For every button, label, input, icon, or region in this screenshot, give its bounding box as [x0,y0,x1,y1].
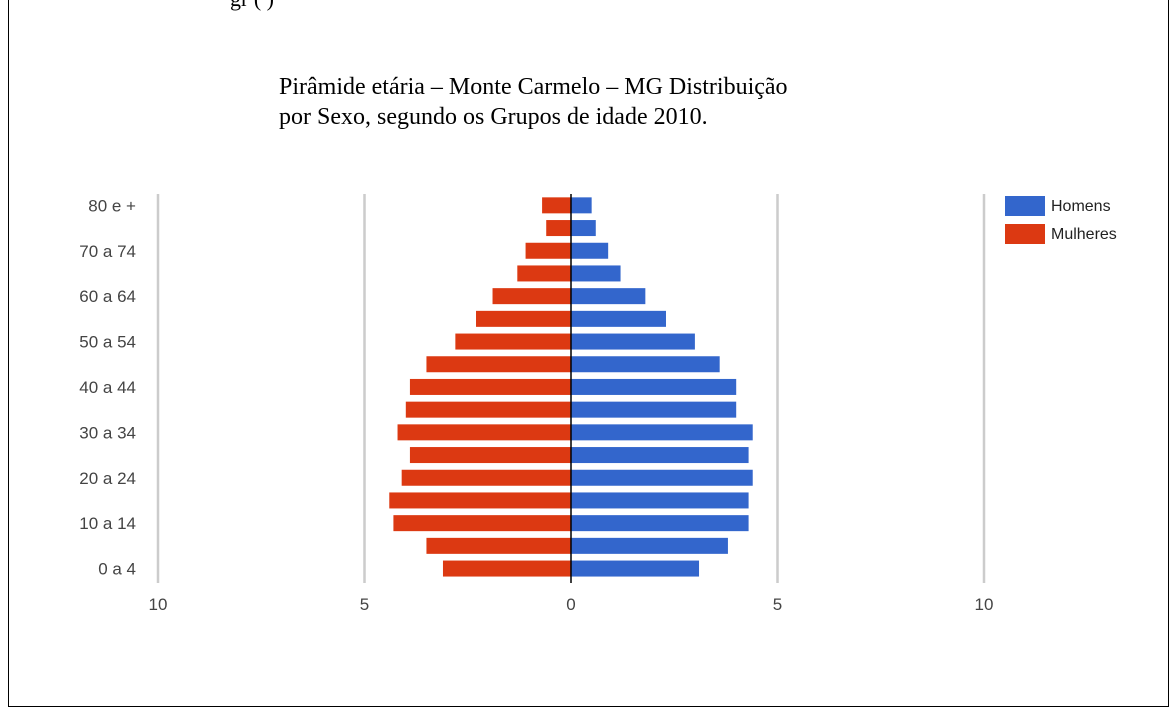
category-label: 20 a 24 [79,469,136,488]
bar-homens [571,515,749,532]
bar-mulheres [525,242,571,259]
bar-homens [571,288,646,305]
chart-title-line-1: Pirâmide etária – Monte Carmelo – MG Dis… [279,74,788,100]
bar-homens [571,220,596,237]
bar-mulheres [401,469,571,486]
legend-label: Homens [1051,198,1111,215]
chart-title-line-2: por Sexo, segundo os Grupos de idade 201… [279,104,708,130]
legend-swatch [1005,196,1045,216]
bar-homens [571,242,609,259]
x-tick-label: 5 [360,595,369,614]
bar-mulheres [389,492,571,509]
bar-homens [571,469,753,486]
bar-mulheres [409,447,571,464]
category-label: 50 a 54 [79,333,136,352]
bar-homens [571,492,749,509]
bar-mulheres [426,537,571,554]
bar-mulheres [405,401,571,418]
bar-mulheres [426,356,571,373]
x-tick-label: 5 [773,595,782,614]
bar-homens [571,424,753,441]
bar-mulheres [393,515,571,532]
category-label: 40 a 44 [79,378,136,397]
category-label: 70 a 74 [79,242,136,261]
bar-homens [571,333,695,350]
bar-homens [571,378,737,395]
bar-homens [571,356,720,373]
bar-mulheres [517,265,571,282]
category-label: 10 a 14 [79,514,136,533]
bar-homens [571,560,700,577]
bar-mulheres [397,424,571,441]
bar-mulheres [409,378,571,395]
caption-fragment: gr ( ) [230,0,274,12]
x-tick-label: 10 [975,595,994,614]
bar-mulheres [546,220,571,237]
bar-mulheres [476,310,571,327]
bar-homens [571,265,621,282]
bar-homens [571,310,666,327]
x-tick-label: 0 [566,595,575,614]
category-label: 80 e + [88,196,136,215]
x-tick-label: 10 [149,595,168,614]
bar-mulheres [442,560,571,577]
bar-mulheres [492,288,571,305]
bar-homens [571,537,728,554]
bar-homens [571,401,737,418]
category-label: 30 a 34 [79,423,136,442]
category-label: 0 a 4 [98,560,136,579]
bar-mulheres [455,333,571,350]
chart-title: Pirâmide etária – Monte Carmelo – MG Dis… [279,72,788,132]
figure-frame [8,0,1169,707]
legend-label: Mulheres [1051,226,1117,243]
legend-swatch [1005,224,1045,244]
bar-homens [571,447,749,464]
bar-mulheres [542,197,571,214]
category-label: 60 a 64 [79,287,136,306]
bar-homens [571,197,592,214]
